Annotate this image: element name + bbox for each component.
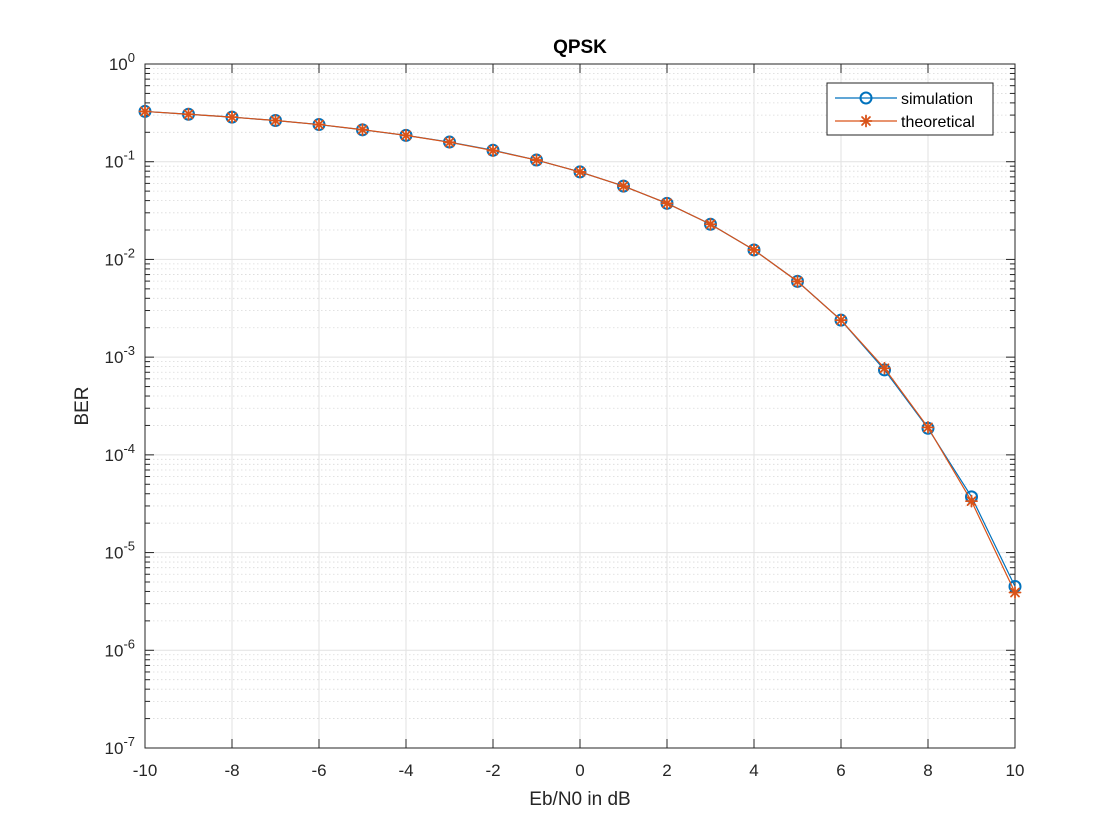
- asterisk-marker: [399, 128, 413, 142]
- asterisk-stroke: [792, 276, 803, 287]
- asterisk-marker: [182, 107, 195, 121]
- x-tick-label: 4: [749, 761, 758, 780]
- asterisk-stroke: [836, 315, 846, 326]
- y-tick-label: 10-6: [105, 636, 135, 660]
- asterisk-stroke: [401, 130, 411, 141]
- asterisk-stroke: [861, 116, 871, 126]
- asterisk-marker: [834, 313, 848, 327]
- asterisk-marker: [965, 494, 978, 508]
- asterisk-stroke: [357, 124, 368, 135]
- y-tick-label: 10-4: [105, 441, 135, 465]
- x-tick-label: -2: [485, 761, 500, 780]
- asterisk-marker: [138, 105, 152, 118]
- asterisk-marker: [1008, 586, 1022, 599]
- asterisk-stroke: [140, 106, 150, 117]
- asterisk-stroke: [575, 167, 585, 177]
- x-tick-label: -8: [224, 761, 239, 780]
- x-tick-label: 6: [836, 761, 845, 780]
- asterisk-marker: [747, 243, 761, 257]
- asterisk-marker: [859, 114, 873, 128]
- x-tick-label: -10: [133, 761, 158, 780]
- asterisk-stroke: [314, 119, 324, 130]
- asterisk-stroke: [923, 422, 933, 433]
- asterisk-marker: [225, 110, 239, 124]
- x-axis-label: Eb/N0 in dB: [529, 789, 630, 810]
- asterisk-stroke: [705, 219, 716, 230]
- asterisk-marker: [704, 217, 717, 231]
- y-tick-label: 10-2: [105, 245, 135, 269]
- x-tick-label: -4: [398, 761, 413, 780]
- asterisk-stroke: [227, 112, 237, 122]
- x-tick-label: 8: [923, 761, 932, 780]
- asterisk-marker: [269, 114, 282, 127]
- asterisk-stroke: [183, 109, 194, 120]
- asterisk-marker: [660, 196, 674, 210]
- chart-title: QPSK: [553, 37, 607, 58]
- asterisk-marker: [617, 179, 630, 193]
- asterisk-stroke: [488, 145, 498, 156]
- y-tick-label: 10-3: [105, 343, 135, 367]
- legend-label-theoretical: theoretical: [901, 114, 975, 131]
- asterisk-marker: [878, 361, 891, 375]
- asterisk-stroke: [270, 115, 281, 126]
- asterisk-marker: [921, 420, 935, 434]
- y-axis-label: BER: [72, 386, 93, 425]
- asterisk-stroke: [618, 181, 629, 191]
- asterisk-stroke: [1010, 587, 1020, 598]
- x-tick-label: 0: [575, 761, 584, 780]
- y-tick-label: 10-7: [105, 734, 135, 758]
- asterisk-marker: [356, 123, 369, 137]
- asterisk-marker: [530, 153, 543, 167]
- asterisk-stroke: [531, 155, 542, 165]
- asterisk-marker: [486, 144, 500, 157]
- asterisk-stroke: [966, 496, 977, 507]
- series: [138, 104, 1022, 599]
- asterisk-stroke: [749, 245, 759, 255]
- y-tick-label: 100: [109, 50, 135, 74]
- y-tick-label: 10-1: [105, 148, 135, 172]
- asterisk-stroke: [662, 198, 672, 209]
- series-theoretical: [138, 105, 1022, 599]
- asterisk-marker: [443, 135, 456, 149]
- legend-box: [826, 82, 994, 136]
- asterisk-marker: [312, 118, 326, 131]
- asterisk-marker: [573, 165, 587, 179]
- asterisk-stroke: [444, 137, 455, 148]
- y-tick-label: 10-5: [105, 539, 135, 563]
- x-tick-label: -6: [311, 761, 326, 780]
- grid: [144, 63, 1016, 749]
- circle-marker: [859, 91, 873, 105]
- asterisk-stroke: [879, 363, 890, 374]
- legend: simulation theoretical: [826, 82, 994, 136]
- legend-label-simulation: simulation: [901, 91, 973, 108]
- x-tick-label: 2: [662, 761, 671, 780]
- x-tick-label: 10: [1006, 761, 1025, 780]
- asterisk-marker: [791, 275, 804, 288]
